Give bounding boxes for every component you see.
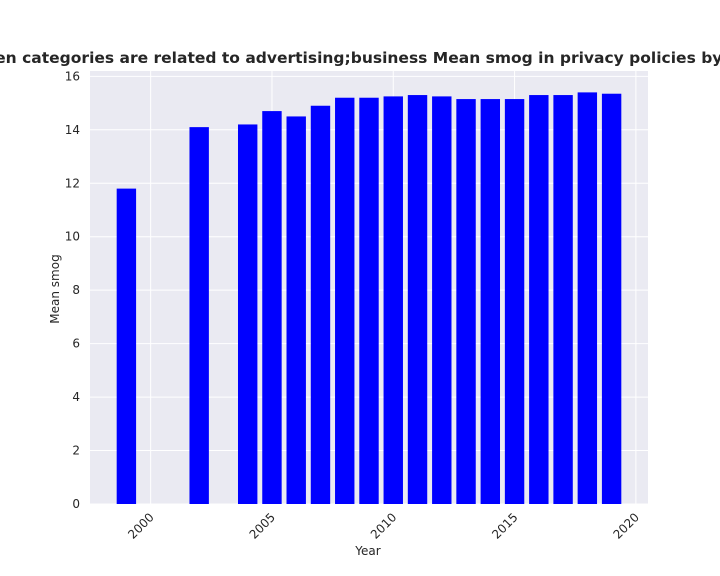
bar-2009	[359, 97, 379, 504]
bar-2018	[577, 92, 598, 504]
bar-1999	[116, 188, 137, 505]
y-tick-label: 6	[72, 337, 80, 351]
y-tick-label: 0	[72, 497, 80, 511]
bar-2013	[456, 99, 476, 504]
bar-2004	[237, 124, 258, 504]
y-tick-label: 2	[72, 444, 80, 458]
bar-2006	[286, 116, 306, 505]
y-tick-label: 4	[72, 390, 80, 404]
x-tick-label: 2020	[610, 510, 641, 541]
bar-2017	[553, 95, 573, 505]
chart-title: when categories are related to advertisi…	[0, 49, 720, 67]
bar-2016	[529, 95, 549, 505]
bar-2011	[407, 95, 428, 505]
y-axis-label: Mean smog	[48, 254, 62, 323]
bar-2014	[480, 99, 501, 504]
y-tick-label: 12	[65, 176, 80, 190]
bar-2015	[504, 99, 525, 504]
bar-2007	[310, 105, 331, 504]
x-tick-label: 2005	[247, 510, 278, 541]
x-tick-labels: 2000 2005 2010 2015 2020	[125, 510, 642, 541]
y-tick-label: 16	[65, 69, 80, 83]
x-axis-label: Year	[354, 544, 380, 558]
y-tick-label: 14	[65, 123, 80, 137]
x-tick-label: 2000	[125, 510, 156, 541]
y-tick-label: 8	[72, 283, 80, 297]
bar-2002	[189, 127, 209, 504]
bar-2012	[432, 96, 452, 505]
bar-2008	[335, 97, 355, 504]
bar-2010	[383, 96, 403, 505]
bars	[116, 92, 622, 505]
bar-2005	[262, 111, 282, 504]
y-tick-label: 10	[65, 230, 80, 244]
y-tick-labels: 0 2 4 6 8 10 12 14 16	[65, 69, 80, 511]
x-tick-label: 2010	[368, 510, 399, 541]
x-tick-label: 2015	[489, 510, 520, 541]
bar-2019	[601, 93, 622, 504]
